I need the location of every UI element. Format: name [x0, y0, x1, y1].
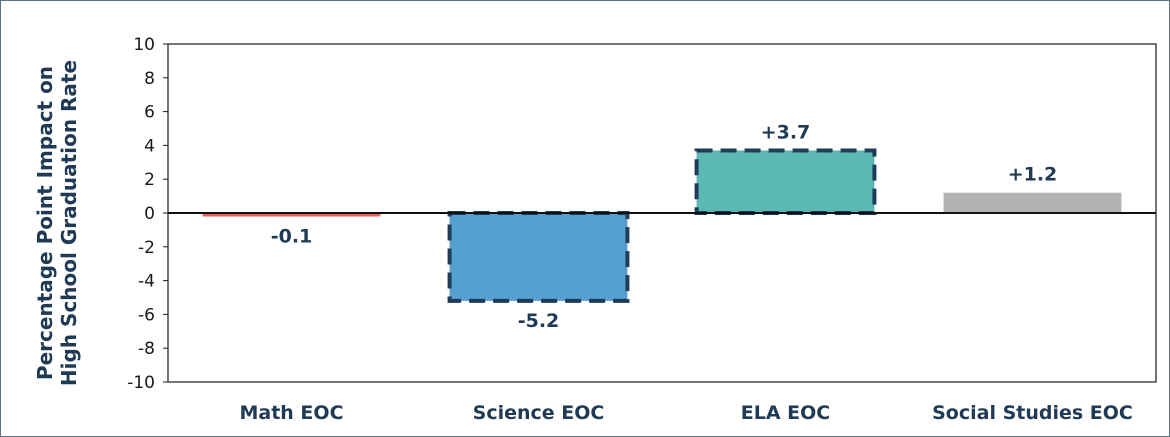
y-axis-title-line-2: High School Graduation Rate: [57, 60, 81, 386]
category-labels: Math EOC Science EOC ELA EOC Social Studies…: [239, 402, 1132, 424]
bars: [202, 148, 1122, 303]
data-label: +3.7: [761, 121, 811, 143]
y-tick-label: -8: [138, 339, 155, 359]
data-label: -0.1: [271, 226, 313, 248]
data-label: +1.2: [1008, 164, 1058, 186]
y-tick-label: 2: [144, 170, 155, 190]
data-label: -5.2: [518, 310, 560, 332]
bar-science-eoc: [447, 211, 630, 303]
y-tick-label: 8: [144, 69, 155, 89]
y-tick-label: 4: [144, 136, 155, 156]
category-label: Science EOC: [473, 402, 605, 424]
y-axis-ticks: -10 -8 -6 -4 -2 0 2 4 6 8 10: [127, 35, 168, 393]
category-label: Math EOC: [239, 402, 343, 424]
y-tick-label: -10: [127, 373, 155, 393]
category-label: Social Studies EOC: [932, 402, 1133, 424]
bar-ela-eoc: [694, 148, 877, 215]
y-tick-label: -2: [138, 238, 155, 258]
y-axis-title-line-1: Percentage Point Impact on: [33, 66, 57, 380]
y-tick-label: -4: [138, 272, 155, 292]
y-tick-label: 6: [144, 103, 155, 123]
bar-math-eoc: [202, 213, 381, 217]
data-labels: -0.1 -5.2 +3.7 +1.2: [271, 121, 1058, 331]
y-tick-label: -6: [138, 305, 155, 325]
y-tick-label: 10: [133, 35, 155, 55]
category-label: ELA EOC: [741, 402, 830, 424]
bar-social-studies-eoc: [943, 192, 1122, 213]
y-tick-label: 0: [144, 204, 155, 224]
y-axis-title: Percentage Point Impact on High School G…: [33, 60, 81, 386]
